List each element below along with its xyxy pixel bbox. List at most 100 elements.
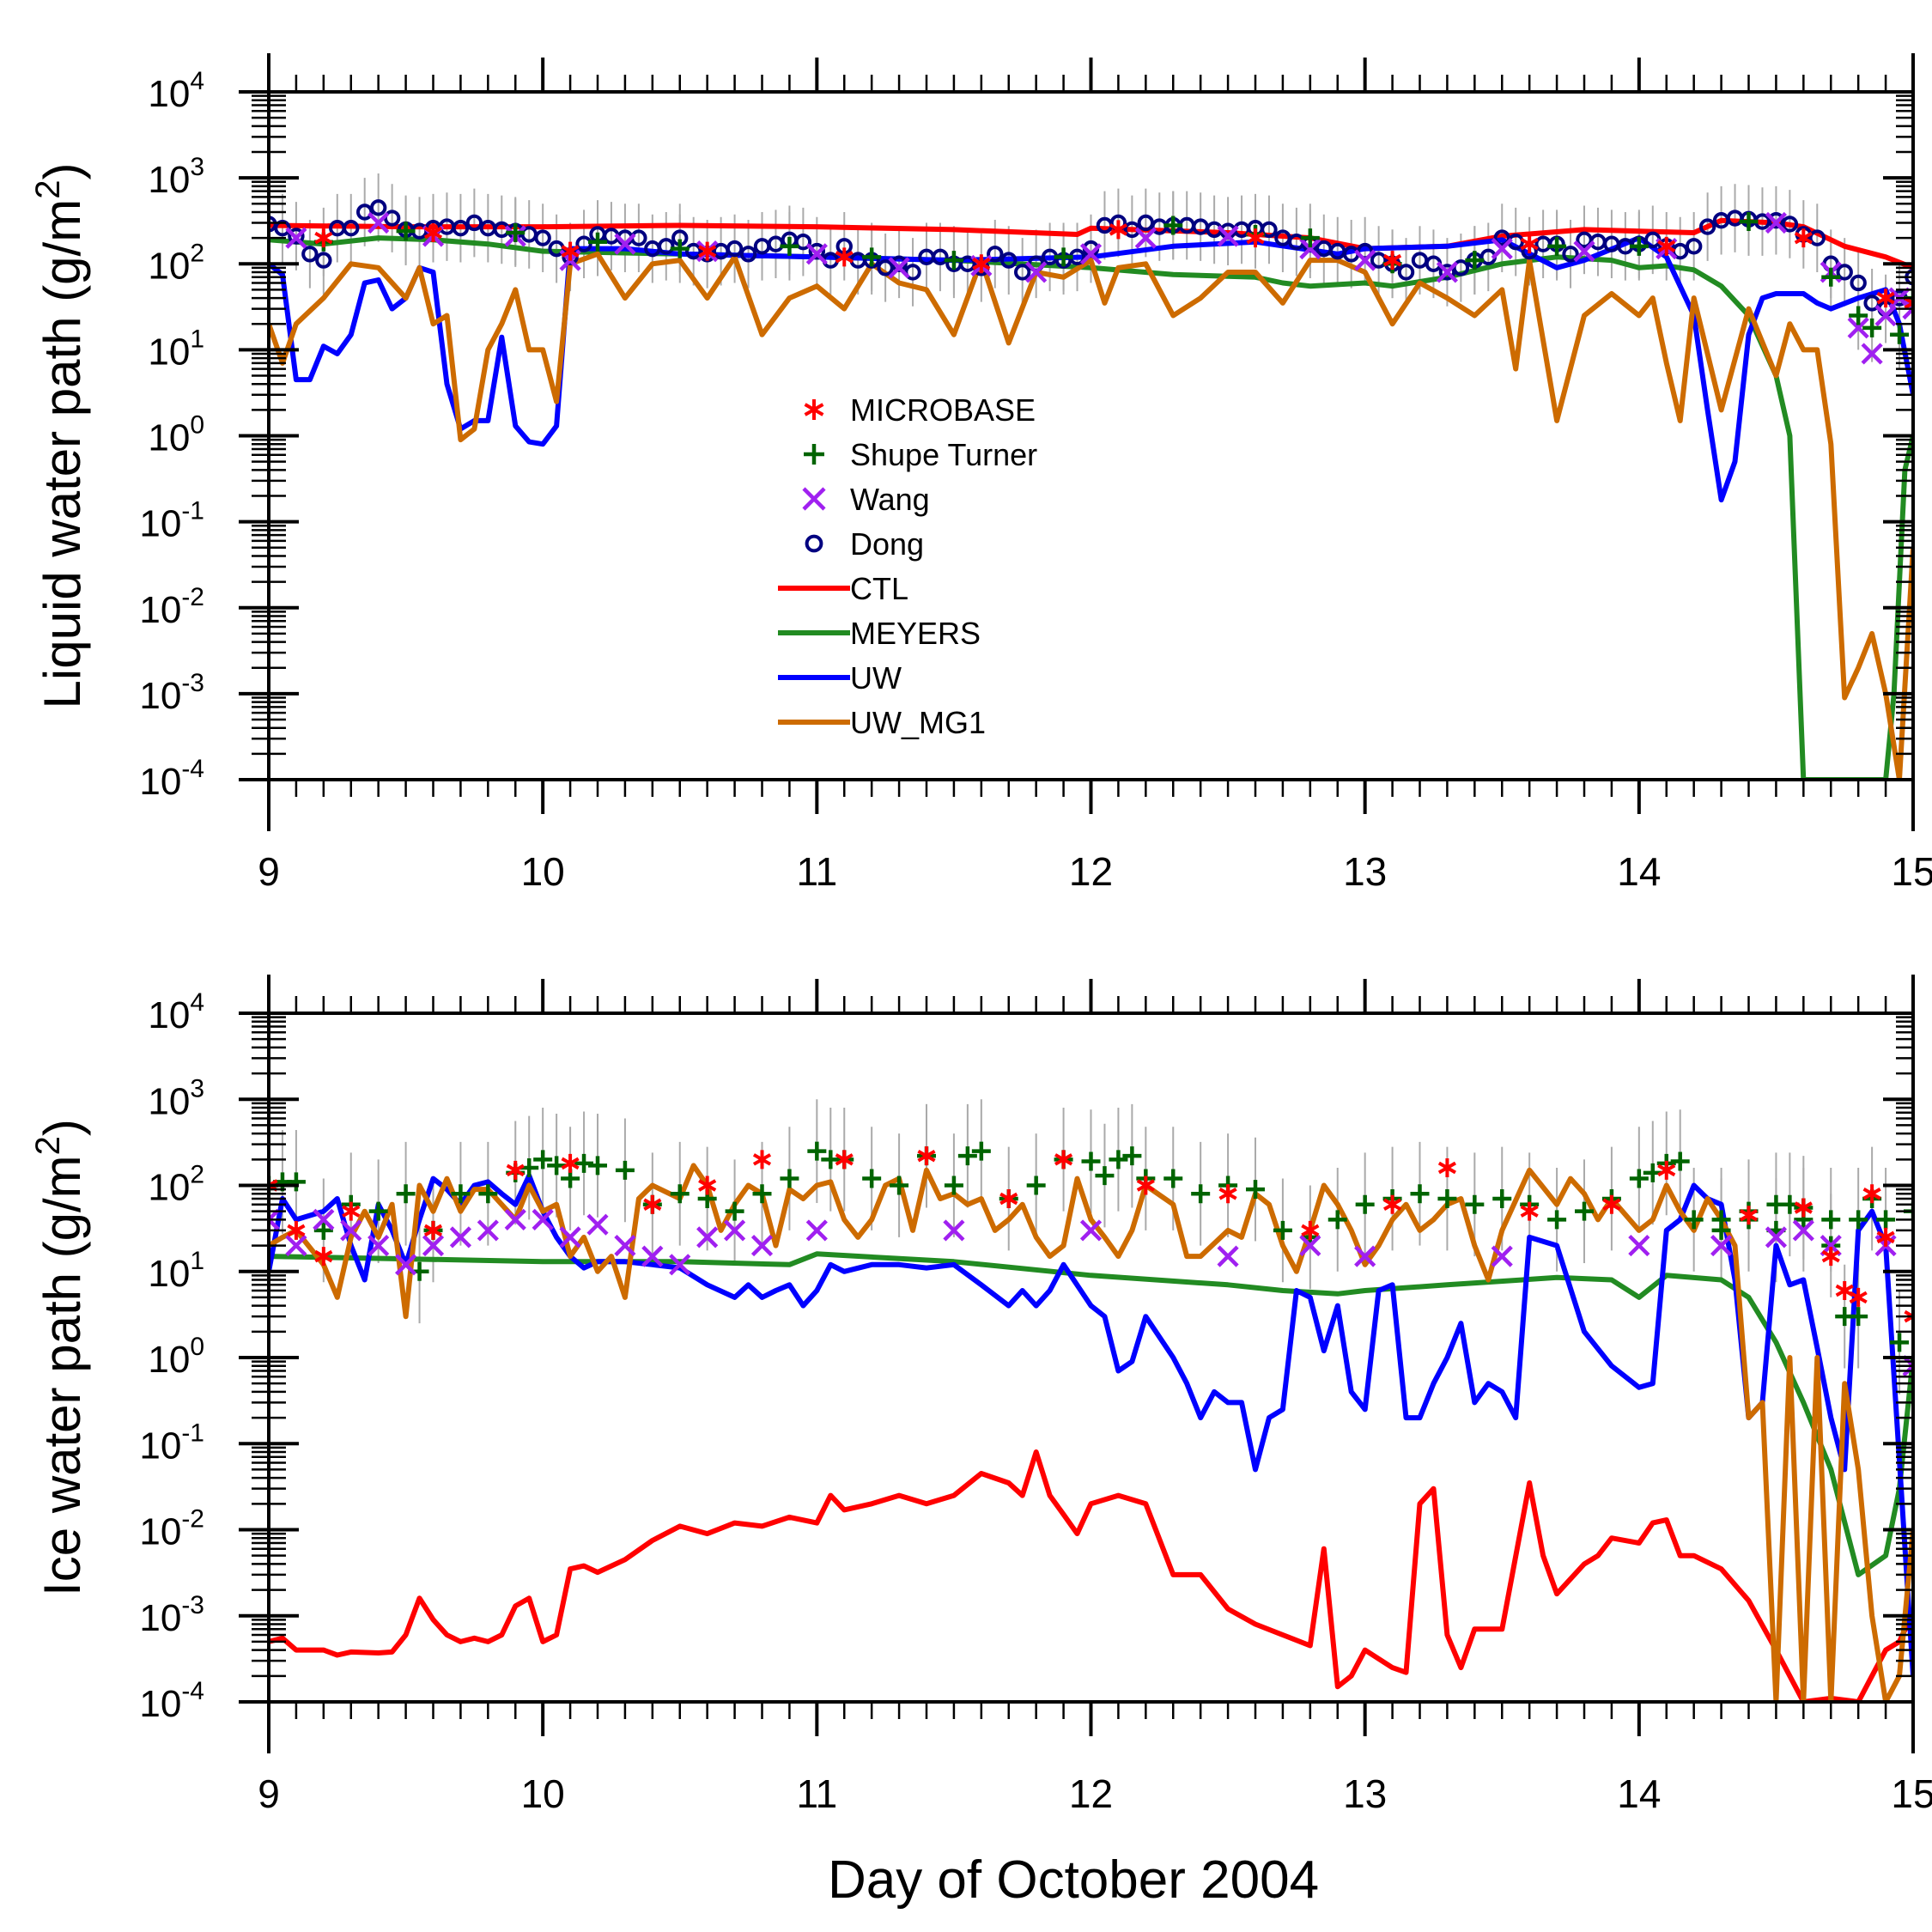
obs-point-wang [1902,1355,1913,1377]
obs-point-wang [285,227,307,249]
y-tick-exponent: 4 [190,67,204,95]
obs-point-shupe-turner [1163,1169,1183,1188]
marker-asterisk [698,1176,717,1195]
marker-x [340,1219,362,1242]
marker-plus [1327,1210,1347,1230]
obs-point-microbase [1904,293,1913,313]
marker-asterisk [1437,1158,1456,1178]
marker-asterisk [1876,1227,1895,1247]
marker-plus [1547,1210,1567,1230]
obs-point-microbase [917,1146,936,1166]
marker-circle [726,240,744,258]
obs-point-wang [1436,261,1459,283]
marker-circle [1014,264,1031,281]
y-axis-label-sup: 2 [29,180,67,199]
obs-point-microbase [1794,1198,1813,1218]
obs-point-shupe-turner [890,1176,909,1195]
obs-point-dong [1000,252,1018,269]
y-tick-label: 104 [148,988,204,1036]
marker-plus [780,1169,799,1188]
marker-asterisk [1383,1194,1402,1214]
marker-circle [987,246,1004,263]
obs-point-dong [1850,274,1867,292]
y-tick-label: 101 [148,325,204,373]
marker-x [943,1219,965,1242]
obs-point-shupe-turner [396,1184,416,1204]
obs-point-wang [1902,298,1913,320]
y-tick-exponent: 2 [190,1161,204,1189]
x-tick-label: 10 [521,1771,565,1816]
marker-asterisk [1218,1184,1237,1204]
obs-point-shupe-turner [1492,1189,1512,1209]
marker-asterisk [1136,1176,1155,1195]
marker-plus [547,1156,567,1176]
obs-point-wang [422,1234,445,1257]
obs-point-microbase [1383,251,1402,270]
obs-point-shupe-turner [1711,1210,1731,1230]
obs-point-wang [805,1219,828,1242]
obs-point-microbase [1657,1160,1676,1180]
y-tick-base: 10 [148,1080,190,1122]
obs-point-microbase [698,241,717,261]
y-tick-label: 102 [148,239,204,287]
marker-plus [1054,247,1073,267]
marker-circle [1781,216,1799,233]
marker-asterisk [835,1150,854,1170]
obs-point-wang [1354,1245,1376,1267]
obs-point-shupe-turner [1300,228,1320,248]
obs-point-shupe-turner [1122,1146,1142,1166]
obs-point-wang [1765,211,1788,234]
y-tick-label: 10-3 [139,1591,204,1639]
obs-point-shupe-turner [1327,1210,1347,1230]
marker-plus [1026,1176,1046,1195]
y-tick-exponent: 2 [190,239,204,267]
obs-point-shupe-turner [1862,318,1882,337]
x-tick-label: 9 [258,849,280,894]
obs-point-shupe-turner [1437,1189,1457,1209]
obs-point-shupe-turner [574,1153,594,1173]
obs-point-wang [1299,238,1321,260]
obs-point-shupe-turner [547,1156,567,1176]
marker-plus [1821,1210,1841,1230]
marker-asterisk [1657,236,1676,256]
obs-point-shupe-turner [588,1156,607,1176]
marker-asterisk [423,1220,443,1240]
marker-circle [1562,246,1579,263]
obs-point-shupe-turner [670,1184,690,1204]
y-tick-base: 10 [139,503,181,545]
marker-x [1354,249,1376,271]
y-tick-label: 104 [148,67,204,115]
y-tick-label: 10-2 [139,1505,204,1553]
obs-point-shupe-turner [1821,1210,1841,1230]
marker-plus [1739,212,1759,232]
obs-point-microbase [1821,1247,1840,1267]
obs-point-wang [368,211,390,234]
obs-point-dong [1808,229,1826,246]
x-tick-label: 14 [1617,1771,1661,1816]
marker-plus [862,1169,882,1188]
marker-circle [1685,238,1703,255]
marker-circle [1000,252,1018,269]
marker-x [394,1254,417,1276]
obs-point-wang [1079,243,1103,265]
obs-point-shupe-turner [1670,1151,1690,1171]
marker-plus [1890,1333,1910,1352]
series-line-meyers [269,1251,1913,1577]
obs-point-shupe-turner [1095,1166,1115,1186]
obs-point-shupe-turner [1629,1169,1649,1188]
obs-point-microbase [287,1220,306,1240]
legend-label: MEYERS [850,616,981,651]
obs-point-dong [1562,246,1579,263]
marker-asterisk [1520,234,1539,254]
x-tick-label: 13 [1343,1771,1387,1816]
obs-point-shupe-turner [588,232,607,252]
marker-plus [533,1150,553,1170]
obs-point-shupe-turner [1890,325,1910,344]
marker-plus [1890,325,1910,344]
obs-point-shupe-turner [478,1184,498,1204]
obs-point-wang [477,1219,499,1242]
marker-x [1354,1245,1376,1267]
obs-point-wang [394,1254,417,1276]
obs-point-shupe-turner [957,1146,977,1166]
marker-plus [1191,1184,1211,1204]
